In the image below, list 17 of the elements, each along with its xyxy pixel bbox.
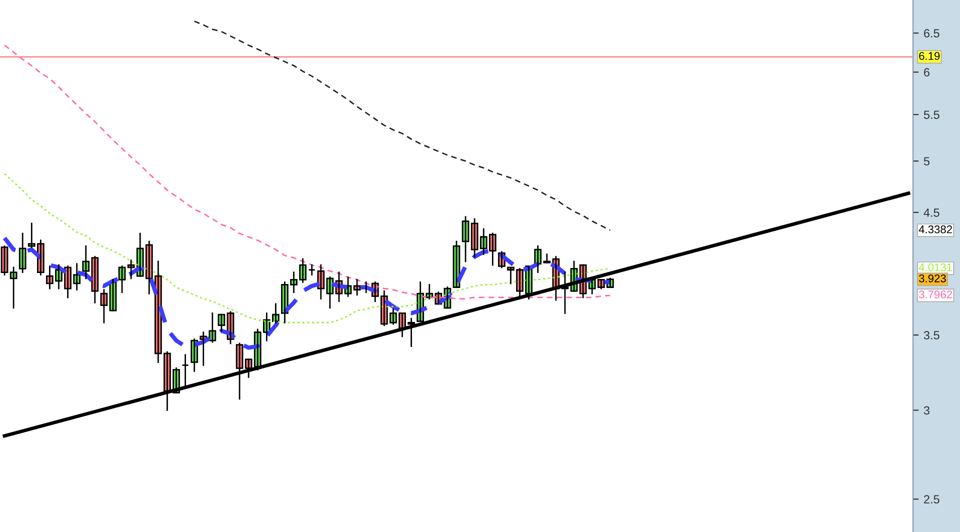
y-tick-label: 4.5 bbox=[924, 208, 940, 217]
y-tick-label: 5 bbox=[924, 157, 930, 166]
y-tick-label: 3.5 bbox=[924, 331, 940, 340]
y-tick-label: 2.5 bbox=[924, 495, 940, 504]
ref-line-label: 6.19 bbox=[919, 52, 940, 60]
y-tick-label: 6.5 bbox=[924, 29, 940, 38]
line-series bbox=[194, 20, 611, 231]
y-tick-label: 3 bbox=[924, 406, 930, 415]
text: 3.7962 bbox=[918, 290, 952, 298]
candlestick bbox=[308, 264, 316, 276]
text: 3.923 bbox=[918, 274, 946, 282]
y-tick-label: 6 bbox=[924, 68, 930, 77]
candlestick bbox=[182, 354, 189, 388]
text: 4.3382 bbox=[918, 225, 952, 234]
line-series bbox=[4, 44, 611, 300]
text: 4.0131 bbox=[918, 263, 952, 272]
y-tick-label: 5.5 bbox=[924, 110, 940, 119]
